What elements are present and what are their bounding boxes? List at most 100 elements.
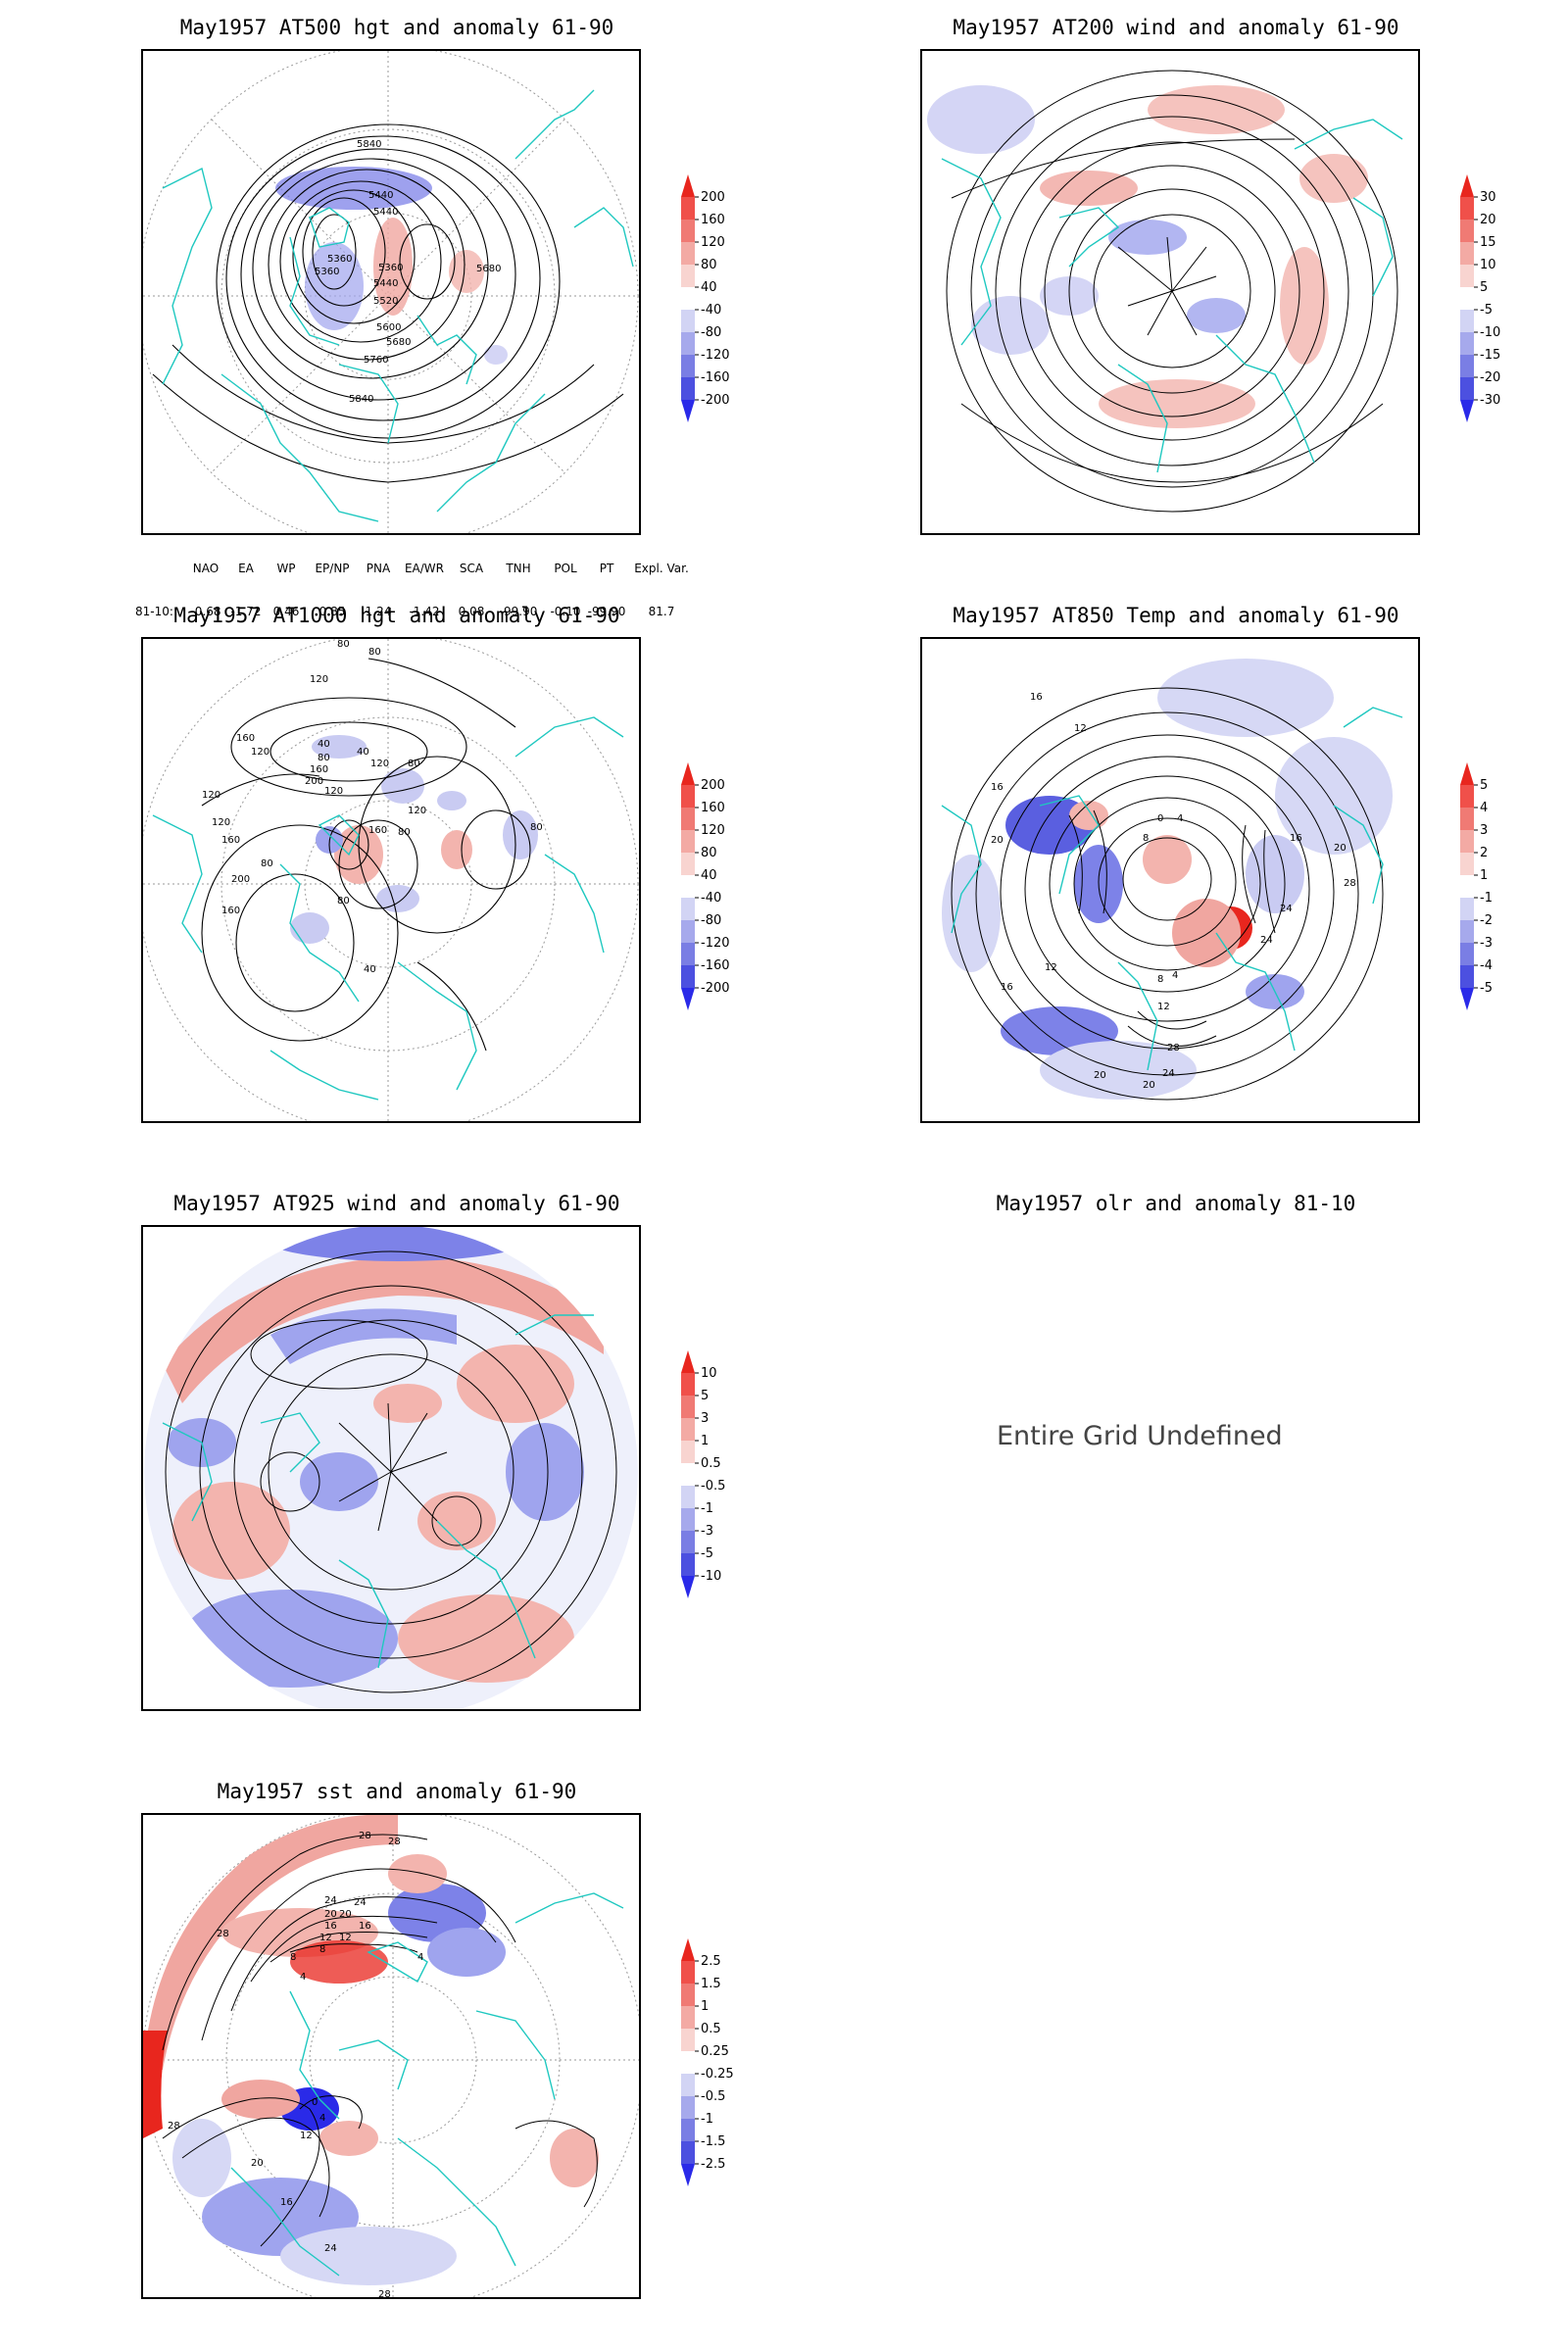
map-at925	[141, 1225, 641, 1711]
svg-text:4: 4	[300, 1972, 306, 1983]
colorbar-label: 5	[1480, 280, 1488, 295]
svg-text:80: 80	[337, 639, 350, 650]
colorbar-label: 0.5	[701, 1456, 721, 1471]
colorbar-label: 2.5	[701, 1954, 721, 1969]
colorbar-label: -40	[701, 303, 721, 318]
colorbar-swatch	[681, 1486, 695, 1508]
colorbar-arrow-bottom	[681, 1576, 695, 1598]
colorbar-swatch	[681, 830, 695, 853]
tc-value: 0.08	[458, 605, 485, 618]
colorbar-label: 40	[701, 280, 717, 295]
colorbar-swatch	[681, 242, 695, 265]
colorbar-svg: 5 4 3 2 1 -1 -2 -3 -4 -5	[1460, 762, 1493, 1010]
colorbar-swatch	[681, 1961, 695, 1984]
colorbar-label: 3	[701, 1411, 709, 1426]
svg-text:80: 80	[261, 858, 273, 869]
panel-title: May1957 sst and anomaly 61-90	[217, 1780, 577, 1803]
colorbar: 2.5 1.5 1 0.5 0.25 -0.25 -0.5 -1 -1.5 -2.5	[681, 1936, 760, 2218]
colorbar-label: -2	[1480, 913, 1493, 928]
panel-at200: May1957 AT200 wind and anomaly 61-90	[916, 16, 1504, 550]
svg-text:80: 80	[530, 822, 543, 833]
svg-text:80: 80	[337, 896, 350, 906]
colorbar-swatch	[681, 785, 695, 808]
svg-text:160: 160	[236, 733, 255, 744]
colorbar-label: 10	[701, 1366, 717, 1381]
temperature-contours	[951, 687, 1384, 1101]
colorbar-label: -1	[701, 1501, 713, 1516]
contour-labels: 16 12 16 20 8 0 4 12 24 16 20 28 24 20 2…	[991, 692, 1356, 1091]
colorbar-label: 3	[1480, 823, 1488, 838]
panel-title: May1957 olr and anomaly 81-10	[996, 1192, 1356, 1215]
streamlines	[946, 70, 1398, 513]
svg-text:24: 24	[354, 1897, 367, 1908]
colorbar-swatch	[681, 875, 695, 898]
colorbar-swatch	[1460, 332, 1474, 355]
colorbar-svg: 30 20 15 10 5 -5 -10 -15 -20 -30	[1460, 174, 1500, 422]
undefined-grid-message: Entire Grid Undefined	[997, 1421, 1283, 1451]
colorbar-label: -1.5	[701, 2134, 725, 2149]
colorbar-label: 1.5	[701, 1977, 721, 1991]
svg-text:24: 24	[1162, 1068, 1175, 1079]
colorbar-swatch	[681, 197, 695, 220]
tc-value: -1.72	[230, 605, 262, 618]
coastlines	[152, 716, 624, 1101]
svg-text:40: 40	[364, 964, 376, 975]
colorbar-label: -3	[701, 1524, 713, 1539]
colorbar-arrow-top	[681, 174, 695, 197]
colorbar-label: 40	[701, 868, 717, 883]
colorbar-label: 5	[701, 1389, 709, 1403]
colorbar-label: -1	[701, 2112, 713, 2127]
anomaly-shading	[143, 1815, 599, 2285]
svg-text:120: 120	[251, 747, 270, 758]
panel-at500: May1957 AT500 hgt and anomaly 61-90	[137, 16, 730, 550]
svg-text:28: 28	[378, 2289, 391, 2297]
colorbar-swatch	[1460, 310, 1474, 332]
svg-text:5760: 5760	[364, 355, 388, 366]
svg-text:200: 200	[231, 874, 250, 885]
colorbar-swatch	[681, 1418, 695, 1441]
svg-text:20: 20	[339, 1909, 352, 1920]
colorbar-label: -10	[1480, 325, 1500, 340]
colorbar-label: 4	[1480, 801, 1488, 815]
colorbar-label: -2.5	[701, 2157, 725, 2172]
svg-text:40: 40	[318, 739, 330, 750]
svg-text:8: 8	[1157, 974, 1163, 985]
svg-text:5520: 5520	[373, 296, 398, 307]
svg-text:200: 200	[305, 776, 323, 787]
svg-text:160: 160	[310, 764, 328, 775]
svg-text:160: 160	[221, 835, 240, 846]
colorbar-label: -5	[701, 1546, 713, 1561]
teleconnection-value-row: 81-10: -0.68 -1.72 0.46 0.85 1.24 -1.42 …	[135, 605, 696, 618]
colorbar-label: -0.25	[701, 2067, 734, 2082]
colorbar-label: 1	[701, 1999, 709, 2014]
coastlines	[162, 1314, 594, 1669]
panel-at1000: May1957 AT1000 hgt and anomaly 61-90	[137, 604, 730, 1138]
panel-at925: May1957 AT925 wind and anomaly 61-90	[137, 1192, 725, 1726]
colorbar-svg: 200 160 120 80 40 -40 -80 -120 -160 -200	[681, 174, 730, 422]
height-contours	[152, 123, 624, 483]
sst-contours	[162, 1834, 598, 2247]
colorbar-label: -120	[701, 348, 730, 363]
colorbar-swatch	[681, 332, 695, 355]
svg-text:12: 12	[339, 1933, 352, 1943]
svg-text:5360: 5360	[315, 267, 339, 277]
tc-header: SCA	[459, 562, 484, 575]
tc-header: POL	[554, 562, 577, 575]
tc-value: 0.46	[272, 605, 300, 618]
colorbar-swatch	[1460, 853, 1474, 875]
panel-sst: May1957 sst and anomaly 61-90	[137, 1780, 734, 2314]
svg-text:80: 80	[318, 753, 330, 763]
colorbar-label: -0.5	[701, 2089, 725, 2104]
colorbar-label: -3	[1480, 936, 1493, 951]
colorbar-label: 0.5	[701, 2022, 721, 2036]
colorbar-swatch	[681, 1531, 695, 1553]
tc-header: PT	[599, 562, 614, 575]
colorbar-label: -10	[701, 1569, 721, 1584]
colorbar-swatch	[681, 1553, 695, 1576]
svg-text:160: 160	[368, 825, 387, 836]
anomaly-shading	[275, 167, 508, 365]
svg-text:12: 12	[1045, 962, 1057, 973]
streamlines	[165, 1250, 617, 1693]
colorbar-swatch	[681, 2096, 695, 2119]
map-at500: 5840 5440 5440 5360 5360 5360 5440 5520 …	[141, 49, 641, 535]
